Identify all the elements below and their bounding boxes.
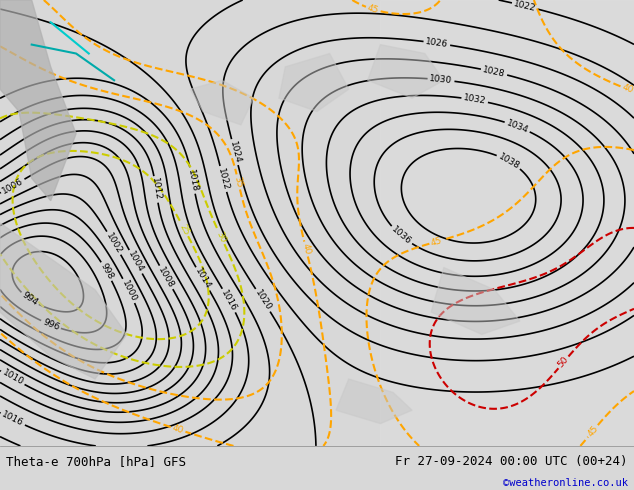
Text: 996: 996 xyxy=(41,318,61,332)
Polygon shape xyxy=(0,223,127,379)
Text: 1018: 1018 xyxy=(186,168,199,193)
Text: Theta-e 700hPa [hPa] GFS: Theta-e 700hPa [hPa] GFS xyxy=(6,455,186,468)
Polygon shape xyxy=(190,80,254,125)
Polygon shape xyxy=(431,268,520,334)
Text: 1016: 1016 xyxy=(219,288,238,313)
Text: 35: 35 xyxy=(233,175,244,189)
Polygon shape xyxy=(336,379,412,423)
Text: 1034: 1034 xyxy=(505,118,529,135)
Text: 1000: 1000 xyxy=(120,278,138,303)
Polygon shape xyxy=(368,45,444,98)
Text: 1006: 1006 xyxy=(1,176,25,196)
Text: 1038: 1038 xyxy=(496,152,521,171)
Text: 1008: 1008 xyxy=(157,265,176,290)
Text: 1002: 1002 xyxy=(104,231,124,255)
Text: 1004: 1004 xyxy=(126,249,145,274)
Text: 1022: 1022 xyxy=(216,167,230,191)
Text: 1020: 1020 xyxy=(253,288,273,312)
Text: Fr 27-09-2024 00:00 UTC (00+24): Fr 27-09-2024 00:00 UTC (00+24) xyxy=(395,455,628,468)
Text: 45: 45 xyxy=(586,424,600,438)
Text: 40: 40 xyxy=(171,423,185,436)
Text: 1030: 1030 xyxy=(429,74,453,85)
Text: 1022: 1022 xyxy=(513,0,537,13)
Text: 40: 40 xyxy=(301,243,312,256)
Text: 1010: 1010 xyxy=(1,368,25,388)
Text: 1012: 1012 xyxy=(150,177,162,201)
Text: 1026: 1026 xyxy=(425,37,449,49)
Text: 1016: 1016 xyxy=(1,410,25,428)
Text: 1028: 1028 xyxy=(482,65,506,79)
Text: 1024: 1024 xyxy=(228,140,242,164)
Polygon shape xyxy=(0,0,76,201)
Text: 1014: 1014 xyxy=(193,267,212,291)
Text: ©weatheronline.co.uk: ©weatheronline.co.uk xyxy=(503,478,628,489)
Text: 50: 50 xyxy=(556,355,571,369)
Text: 40: 40 xyxy=(621,83,634,96)
Text: 998: 998 xyxy=(98,262,115,281)
Text: 1032: 1032 xyxy=(463,94,487,106)
Text: 45: 45 xyxy=(430,236,443,247)
Polygon shape xyxy=(279,53,349,112)
Text: 25: 25 xyxy=(178,222,191,237)
Text: 45: 45 xyxy=(366,3,380,15)
Text: 1036: 1036 xyxy=(389,225,413,246)
Text: 994: 994 xyxy=(20,291,39,308)
Text: 30: 30 xyxy=(215,230,228,244)
